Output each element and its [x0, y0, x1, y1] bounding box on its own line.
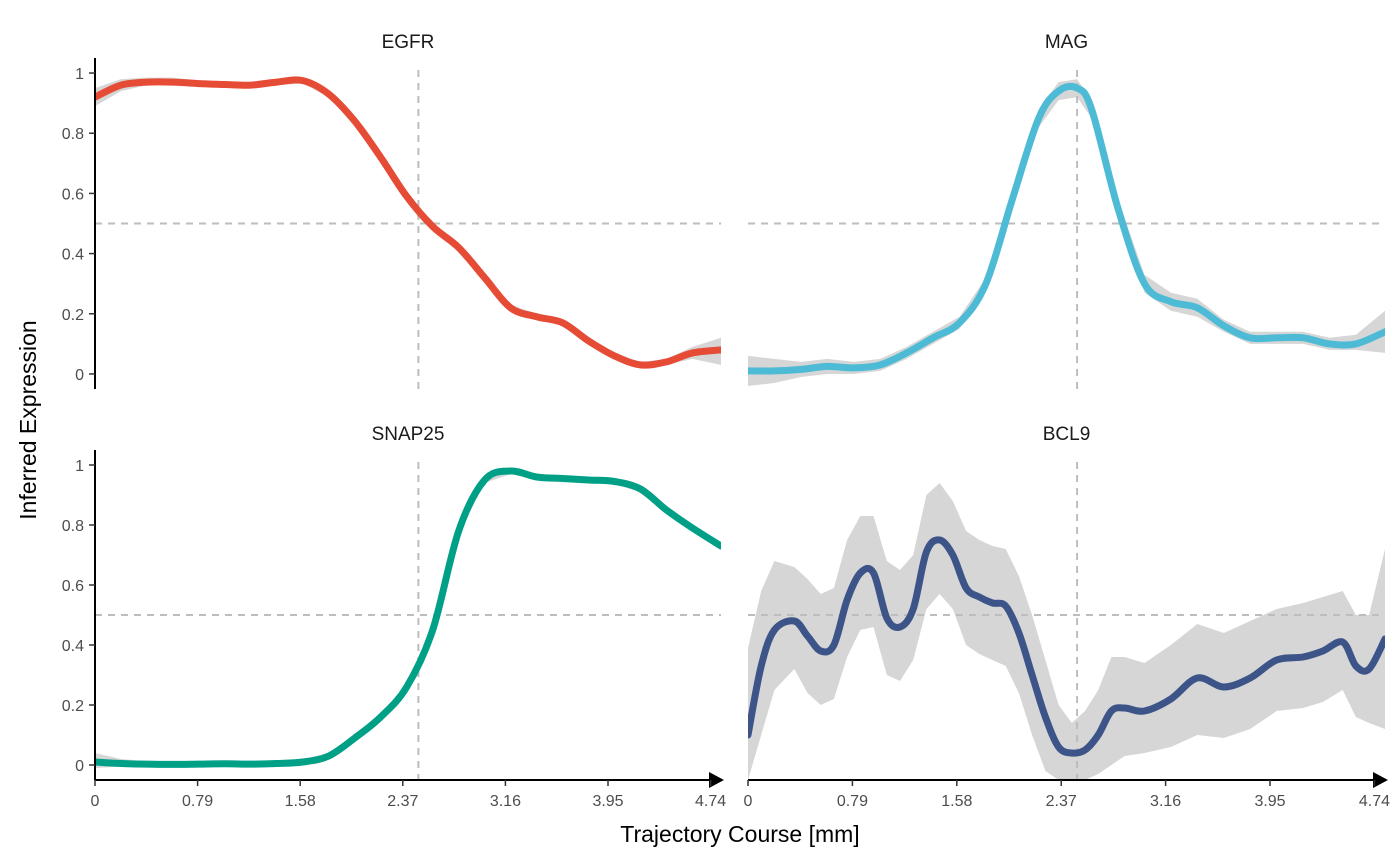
- confidence-ribbon: [95, 468, 721, 768]
- confidence-ribbon: [748, 483, 1385, 780]
- x-tick-label: 0: [744, 793, 753, 810]
- x-tick-label: 3.16: [1150, 793, 1181, 810]
- y-tick-label: 0.4: [62, 247, 84, 264]
- x-tick-label: 4.74: [1359, 793, 1390, 810]
- series-line-mag: [748, 82, 1385, 375]
- panel-snap25: SNAP25 0 0.2 0.4 0.6 0.8 1 0 0.79 1.58 2.37 3.16 3.9…: [62, 424, 727, 810]
- x-axis-arrow: [709, 772, 724, 788]
- series-line-egfr: [95, 76, 721, 369]
- y-tick-label: 0.8: [62, 126, 84, 143]
- x-tick-label: 1.58: [285, 793, 316, 810]
- y-tick-label: 0: [75, 758, 84, 775]
- plot-area: [748, 462, 1385, 780]
- panel-title-mag: MAG: [1045, 32, 1088, 53]
- x-tick-label: 2.37: [387, 793, 418, 810]
- x-tick-label: 1.58: [941, 793, 972, 810]
- y-tick-label: 1: [75, 458, 84, 475]
- x-tick-label: 2.37: [1046, 793, 1077, 810]
- y-tick-label: 0.6: [62, 186, 84, 203]
- x-tick-label: 0: [91, 793, 100, 810]
- panel-mag: MAG: [748, 32, 1385, 389]
- y-tick-label: 0.8: [62, 518, 84, 535]
- y-axis-title: Inferred Expression: [15, 320, 41, 519]
- y-tick-label: 0.2: [62, 307, 84, 324]
- panel-egfr: EGFR 0 0.2 0.4 0.6 0.8 1: [62, 32, 721, 389]
- panel-bcl9: BCL9 0 0.79 1.58 2.37 3.16 3.95 4.74: [744, 424, 1391, 810]
- x-axis-title: Trajectory Course [mm]: [620, 821, 859, 847]
- x-axis-arrow: [1373, 772, 1388, 788]
- y-tick-label: 0.6: [62, 578, 84, 595]
- panel-title-snap25: SNAP25: [372, 424, 445, 445]
- plot-area: [748, 70, 1385, 389]
- x-tick-label: 3.95: [1254, 793, 1285, 810]
- panel-title-bcl9: BCL9: [1043, 424, 1091, 445]
- x-tick-label: 4.74: [695, 793, 726, 810]
- plot-area: [95, 462, 721, 780]
- panel-title-egfr: EGFR: [382, 32, 435, 53]
- series-line-snap25: [95, 467, 721, 768]
- y-tick-label: 0.2: [62, 698, 84, 715]
- plot-area: [95, 70, 721, 389]
- series-line-bcl9: [748, 536, 1385, 757]
- x-tick-label: 3.95: [592, 793, 623, 810]
- y-tick-label: 0.4: [62, 638, 84, 655]
- y-tick-label: 0: [75, 367, 84, 384]
- x-tick-label: 0.79: [182, 793, 213, 810]
- y-tick-label: 1: [75, 66, 84, 83]
- x-tick-label: 3.16: [490, 793, 521, 810]
- x-tick-label: 0.79: [837, 793, 868, 810]
